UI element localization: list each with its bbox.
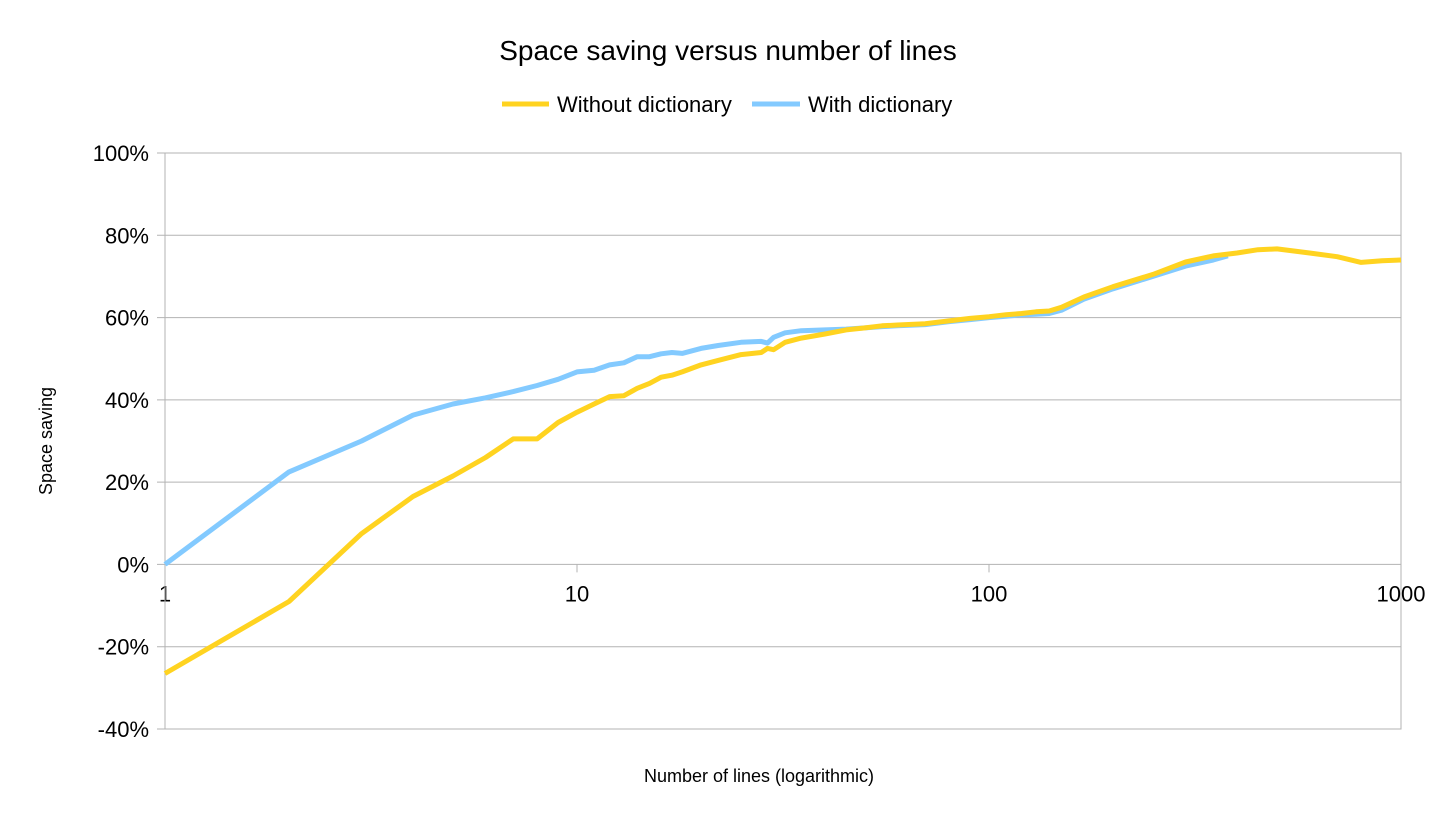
y-tick-label: -40%	[98, 717, 149, 742]
y-tick-label: 20%	[105, 470, 149, 495]
y-tick-label: 40%	[105, 388, 149, 413]
x-axis-label: Number of lines (logarithmic)	[644, 766, 874, 786]
legend: Without dictionary With dictionary	[502, 92, 952, 117]
y-tick-label: 0%	[117, 552, 149, 577]
plot-area-frame	[164, 152, 1402, 730]
legend-label-with-dictionary: With dictionary	[808, 92, 952, 117]
y-tick-label: 100%	[93, 141, 149, 166]
series-line-without-dictionary	[163, 246, 1402, 676]
chart-title: Space saving versus number of lines	[499, 35, 957, 66]
legend-label-without-dictionary: Without dictionary	[557, 92, 732, 117]
y-tick-label: 60%	[105, 306, 149, 331]
series-lines	[163, 246, 1402, 676]
gridlines	[157, 152, 1402, 730]
x-tick-label: 100	[971, 581, 1008, 606]
y-tick-label: -20%	[98, 635, 149, 660]
x-tick-label: 10	[565, 581, 589, 606]
y-axis-label: Space saving	[36, 387, 56, 495]
y-axis-ticks: -40% -20% 0% 20% 40% 60% 80% 100%	[93, 141, 149, 742]
y-tick-label: 80%	[105, 223, 149, 248]
x-axis-ticks: 1 10 100 1000	[159, 581, 1426, 606]
